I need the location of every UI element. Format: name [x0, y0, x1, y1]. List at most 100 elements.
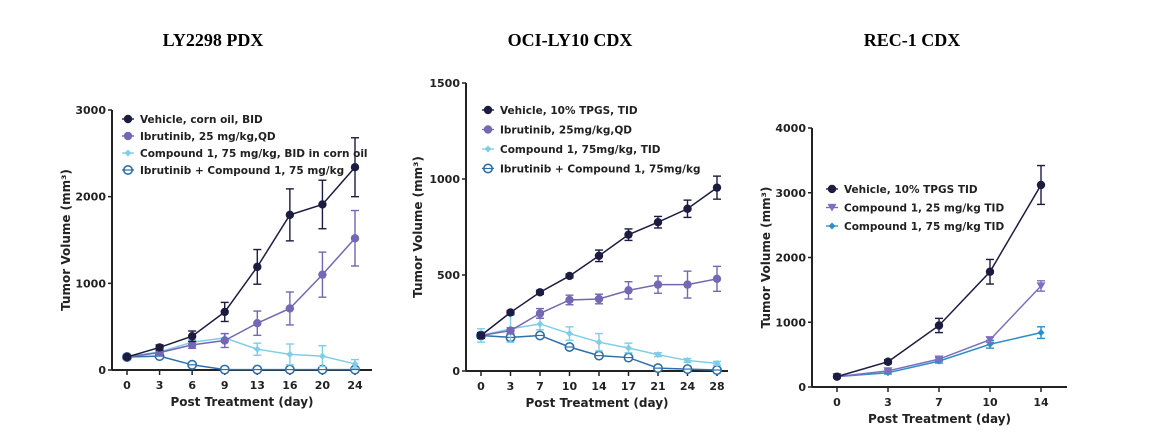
- chart-1: 0 1000 2000 3000 0 3 6 9 13 16 20 24 Post Treatment …: [59, 104, 372, 409]
- series-compound-1-75-mg-kg-tid: [833, 326, 1045, 381]
- legend-label: Ibrutinib, 25 mg/kg,QD: [140, 131, 276, 143]
- chart-title-ly2298: LY2298 PDX: [162, 30, 264, 50]
- x-tick-label: 0: [833, 396, 841, 409]
- legend-marker: [828, 222, 836, 230]
- x-tick-label: 7: [536, 380, 544, 393]
- data-point: [155, 343, 164, 352]
- data-point: [536, 320, 544, 328]
- chart-title-rec1: REC-1 CDX: [863, 30, 961, 50]
- data-point: [476, 331, 486, 340]
- data-point: [985, 267, 995, 276]
- data-point: [883, 367, 893, 375]
- x-tick-label: 16: [282, 379, 298, 392]
- series-line: [480, 278, 718, 337]
- data-point: [286, 350, 294, 358]
- series-line: [126, 337, 356, 365]
- data-point: [220, 336, 229, 345]
- series-line: [126, 355, 355, 371]
- y-tick-label: 1500: [429, 77, 460, 90]
- y-tick-label: 0: [98, 364, 106, 377]
- legend-item: Compound 1, 25 mg/kg TID: [826, 203, 1004, 215]
- chart-title-oci-ly10: OCI-LY10 CDX: [507, 30, 633, 50]
- legend: Vehicle, corn oil, BID Ibrutinib, 25 mg/k…: [122, 114, 368, 177]
- legend-item: Vehicle, 10% TPGS, TID: [482, 105, 638, 117]
- data-point: [712, 183, 722, 192]
- data-point: [595, 338, 603, 346]
- data-point: [566, 330, 573, 338]
- x-tick-label: 24: [680, 380, 696, 393]
- x-tick-label: 14: [1033, 396, 1049, 409]
- x-tick-label: 28: [709, 380, 724, 393]
- legend-label: Vehicle, corn oil, BID: [140, 114, 263, 126]
- data-point: [653, 218, 663, 227]
- legend-label: Compound 1, 25 mg/kg TID: [844, 203, 1004, 215]
- x-tick-label: 0: [477, 380, 485, 393]
- x-tick-label: 13: [250, 379, 265, 392]
- legend-label: Ibrutinib + Compound 1, 75 mg/kg: [140, 165, 344, 177]
- x-tick-label: 14: [591, 380, 607, 393]
- data-point: [624, 286, 633, 295]
- legend: Vehicle, 10% TPGS TID Compound 1, 25 mg/k…: [826, 184, 1004, 233]
- legend-marker: [483, 105, 493, 115]
- x-tick-label: 3: [156, 379, 164, 392]
- y-axis-label: Tumor Volume (mm³): [411, 156, 425, 298]
- y-tick-label: 1000: [75, 277, 106, 290]
- legend-marker: [123, 114, 133, 124]
- legend: Vehicle, 10% TPGS, TID Ibrutinib, 25mg/kg…: [482, 105, 700, 176]
- x-axis-label: Post Treatment (day): [525, 396, 668, 410]
- x-axis-label: Post Treatment (day): [868, 412, 1011, 426]
- legend-item: Compound 1, 75mg/kg, TID: [482, 144, 661, 156]
- x-tick-label: 10: [982, 396, 998, 409]
- legend-item: Ibrutinib, 25 mg/kg,QD: [122, 131, 276, 143]
- legend-marker: [484, 145, 492, 153]
- data-point: [350, 163, 360, 172]
- legend-label: Compound 1, 75 mg/kg TID: [844, 221, 1004, 233]
- data-point: [318, 270, 327, 279]
- series-vehicle-10-tpgs-tid: [832, 164, 1046, 381]
- data-point: [535, 288, 545, 297]
- data-point: [683, 280, 692, 289]
- legend-label: Vehicle, 10% TPGS, TID: [500, 105, 638, 117]
- x-tick-label: 21: [650, 380, 665, 393]
- y-axis-label: Tumor Volume (mm³): [759, 187, 773, 329]
- data-point: [1037, 329, 1045, 337]
- data-point: [985, 336, 995, 344]
- data-point: [506, 308, 515, 317]
- series-vehicle-10-tpgs-tid: [476, 175, 722, 340]
- legend-item: Compound 1, 75 mg/kg, BID in corn oil: [122, 148, 368, 160]
- data-point: [594, 251, 604, 260]
- data-point: [187, 340, 197, 350]
- legend-marker: [827, 203, 837, 212]
- legend-item: Vehicle, corn oil, BID: [122, 114, 263, 126]
- legend-label: Ibrutinib, 25mg/kg,QD: [500, 125, 632, 137]
- x-tick-label: 20: [315, 379, 331, 392]
- y-tick-label: 500: [437, 269, 460, 282]
- y-tick-label: 3000: [775, 187, 806, 200]
- data-point: [934, 355, 944, 364]
- data-point: [122, 352, 132, 362]
- data-point: [713, 359, 721, 367]
- series-line: [126, 237, 356, 358]
- y-tick-label: 0: [798, 381, 806, 394]
- legend-item: Ibrutinib, 25mg/kg,QD: [482, 125, 632, 137]
- data-point: [653, 280, 663, 289]
- data-point: [934, 321, 944, 330]
- legend-item: Vehicle, 10% TPGS TID: [826, 184, 978, 196]
- data-point: [1036, 282, 1046, 291]
- data-point: [220, 307, 229, 317]
- legend-item: Ibrutinib + Compound 1, 75mg/kg: [482, 164, 700, 176]
- data-point: [565, 295, 574, 305]
- data-point: [565, 271, 574, 281]
- data-point: [832, 372, 842, 381]
- data-point: [253, 345, 261, 353]
- data-point: [187, 332, 197, 341]
- x-tick-label: 0: [123, 379, 131, 392]
- x-axis-label: Post Treatment (day): [170, 395, 313, 409]
- series-vehicle-corn-oil-bid: [122, 137, 360, 362]
- data-point: [253, 319, 262, 328]
- series-ibrutinib-25mg-kg-qd: [476, 265, 722, 340]
- data-point: [654, 351, 662, 359]
- x-tick-label: 9: [221, 379, 229, 392]
- y-tick-label: 2000: [775, 252, 806, 265]
